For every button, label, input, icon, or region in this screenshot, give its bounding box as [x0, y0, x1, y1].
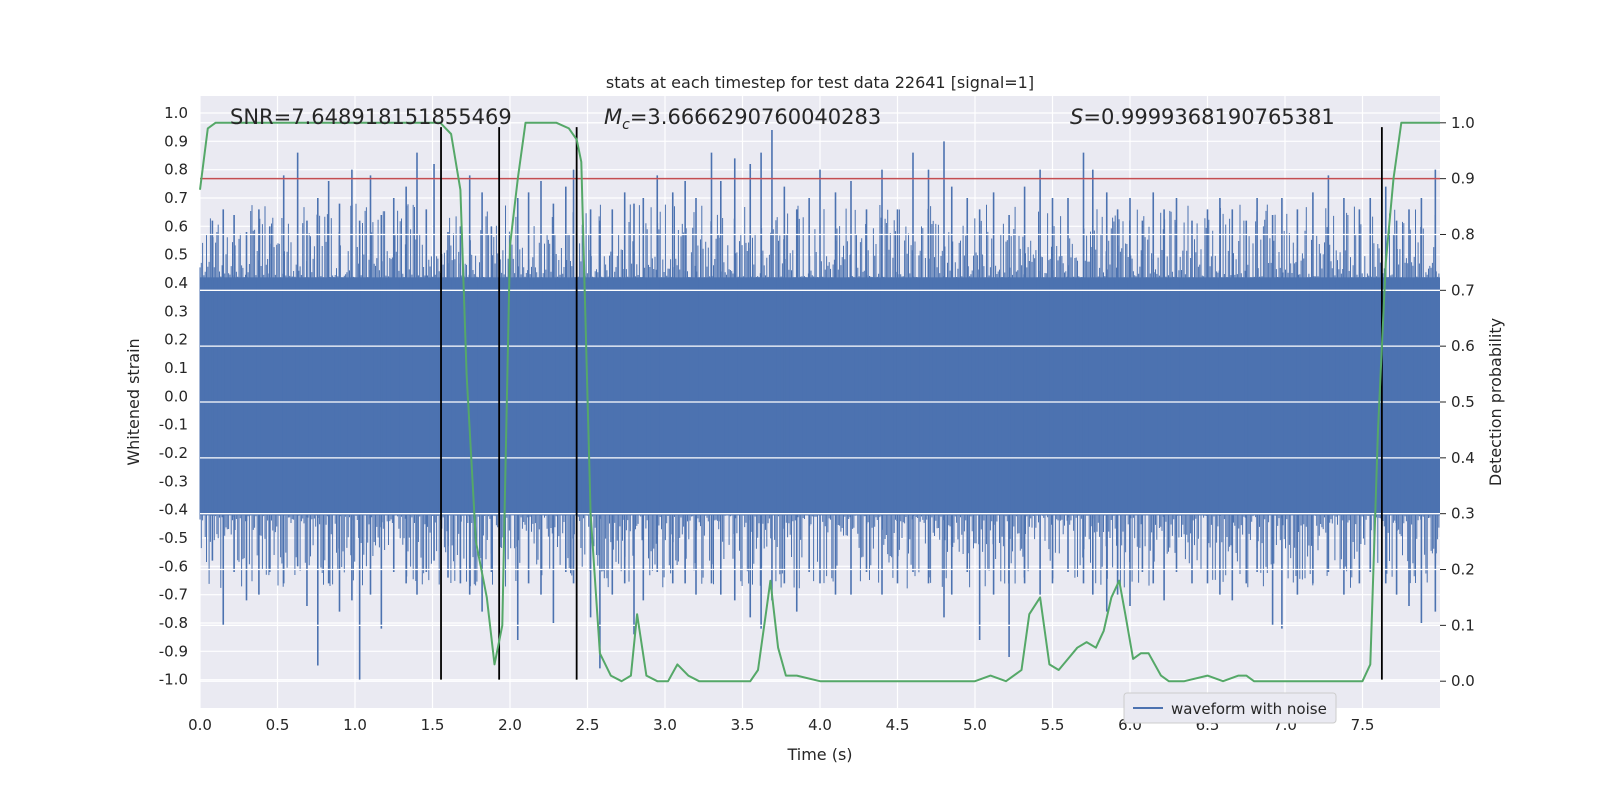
x-tick-label: 4.0 [808, 716, 832, 734]
chart-title: stats at each timestep for test data 226… [606, 73, 1034, 92]
y-tick-label: -0.7 [159, 586, 188, 604]
x-tick-label: 2.0 [498, 716, 522, 734]
probability-series [199, 121, 1440, 683]
y-tick-label: -0.8 [159, 614, 188, 632]
y-tick-labels: 1.0 0.9 0.8 0.7 0.6 0.5 0.4 0.3 0.2 0.1 0.0 -0.1 -0.… [159, 104, 188, 689]
x-tick-label: 3.5 [731, 716, 755, 734]
y-tick-label: 0.3 [164, 302, 188, 320]
s-value: =0.9999368190765381 [1083, 105, 1334, 129]
legend-label: waveform with noise [1171, 700, 1327, 718]
y-tick-label: 1.0 [164, 104, 188, 122]
x-tick-label: 3.0 [653, 716, 677, 734]
x-tick-label: 5.5 [1041, 716, 1065, 734]
y-tick-label: -0.4 [159, 501, 188, 519]
y-tick-label: -0.6 [159, 557, 188, 575]
y-tick-label: 0.2 [164, 331, 188, 349]
probability-line [199, 121, 1440, 683]
y-tick-label: -0.3 [159, 472, 188, 490]
s-annotation: S=0.9999368190765381 [1070, 105, 1335, 129]
y-tick-label: -0.5 [159, 529, 188, 547]
y-right-tick-label: 0.8 [1451, 225, 1475, 243]
x-tick-label: 5.0 [963, 716, 987, 734]
y-tick-label: -0.2 [159, 444, 188, 462]
y-right-axis-label: Detection probability [1486, 318, 1505, 486]
y-right-tick-label: 1.0 [1451, 114, 1475, 132]
y-right-tick-label: 0.7 [1451, 281, 1475, 299]
y-tick-label: 0.0 [164, 387, 188, 405]
chirp-mass-annotation: Mc=3.6666290760040283 [604, 105, 881, 133]
x-tick-label: 0.0 [188, 716, 212, 734]
x-tick-label: 4.5 [886, 716, 910, 734]
mc-subscript: c [622, 117, 630, 133]
y-axis-label: Whitened strain [124, 338, 143, 465]
y-tick-label: 0.9 [164, 132, 188, 150]
x-axis-label: Time (s) [786, 745, 852, 764]
y-right-tick-label: 0.4 [1451, 449, 1475, 467]
y-tick-label: -0.1 [159, 416, 188, 434]
y-right-tick-label: 0.1 [1451, 616, 1475, 634]
legend: waveform with noise [1123, 692, 1337, 724]
y-right-tick-label: 0.2 [1451, 561, 1475, 579]
y-tick-label: 0.5 [164, 246, 188, 264]
x-tick-label: 1.0 [343, 716, 367, 734]
y-right-tick-labels: 1.0 0.9 0.8 0.7 0.6 0.5 0.4 0.3 0.2 0.1 0.0 [1440, 114, 1475, 690]
snr-annotation: SNR=7.648918151855469 [230, 105, 512, 129]
y-right-tick-label: 0.9 [1451, 170, 1475, 188]
y-right-tick-label: 0.3 [1451, 505, 1475, 523]
mc-symbol: M [604, 105, 622, 129]
legend-box [1123, 692, 1337, 724]
y-right-tick-label: 0.6 [1451, 337, 1475, 355]
s-symbol: S [1070, 105, 1083, 129]
y-tick-label: 0.7 [164, 189, 188, 207]
y-tick-label: 0.1 [164, 359, 188, 377]
y-right-tick-label: 0.5 [1451, 393, 1475, 411]
mc-value: =3.6666290760040283 [630, 105, 881, 129]
x-tick-label: 7.5 [1351, 716, 1375, 734]
x-tick-label: 1.5 [421, 716, 445, 734]
y-tick-label: -0.9 [159, 642, 188, 660]
y-tick-label: 0.6 [164, 217, 188, 235]
x-tick-label: 2.5 [576, 716, 600, 734]
y-right-tick-label: 0.0 [1451, 672, 1475, 690]
y-tick-label: 0.4 [164, 274, 188, 292]
y-tick-label: 0.8 [164, 161, 188, 179]
x-tick-label: 0.5 [266, 716, 290, 734]
y-tick-label: -1.0 [159, 671, 188, 689]
